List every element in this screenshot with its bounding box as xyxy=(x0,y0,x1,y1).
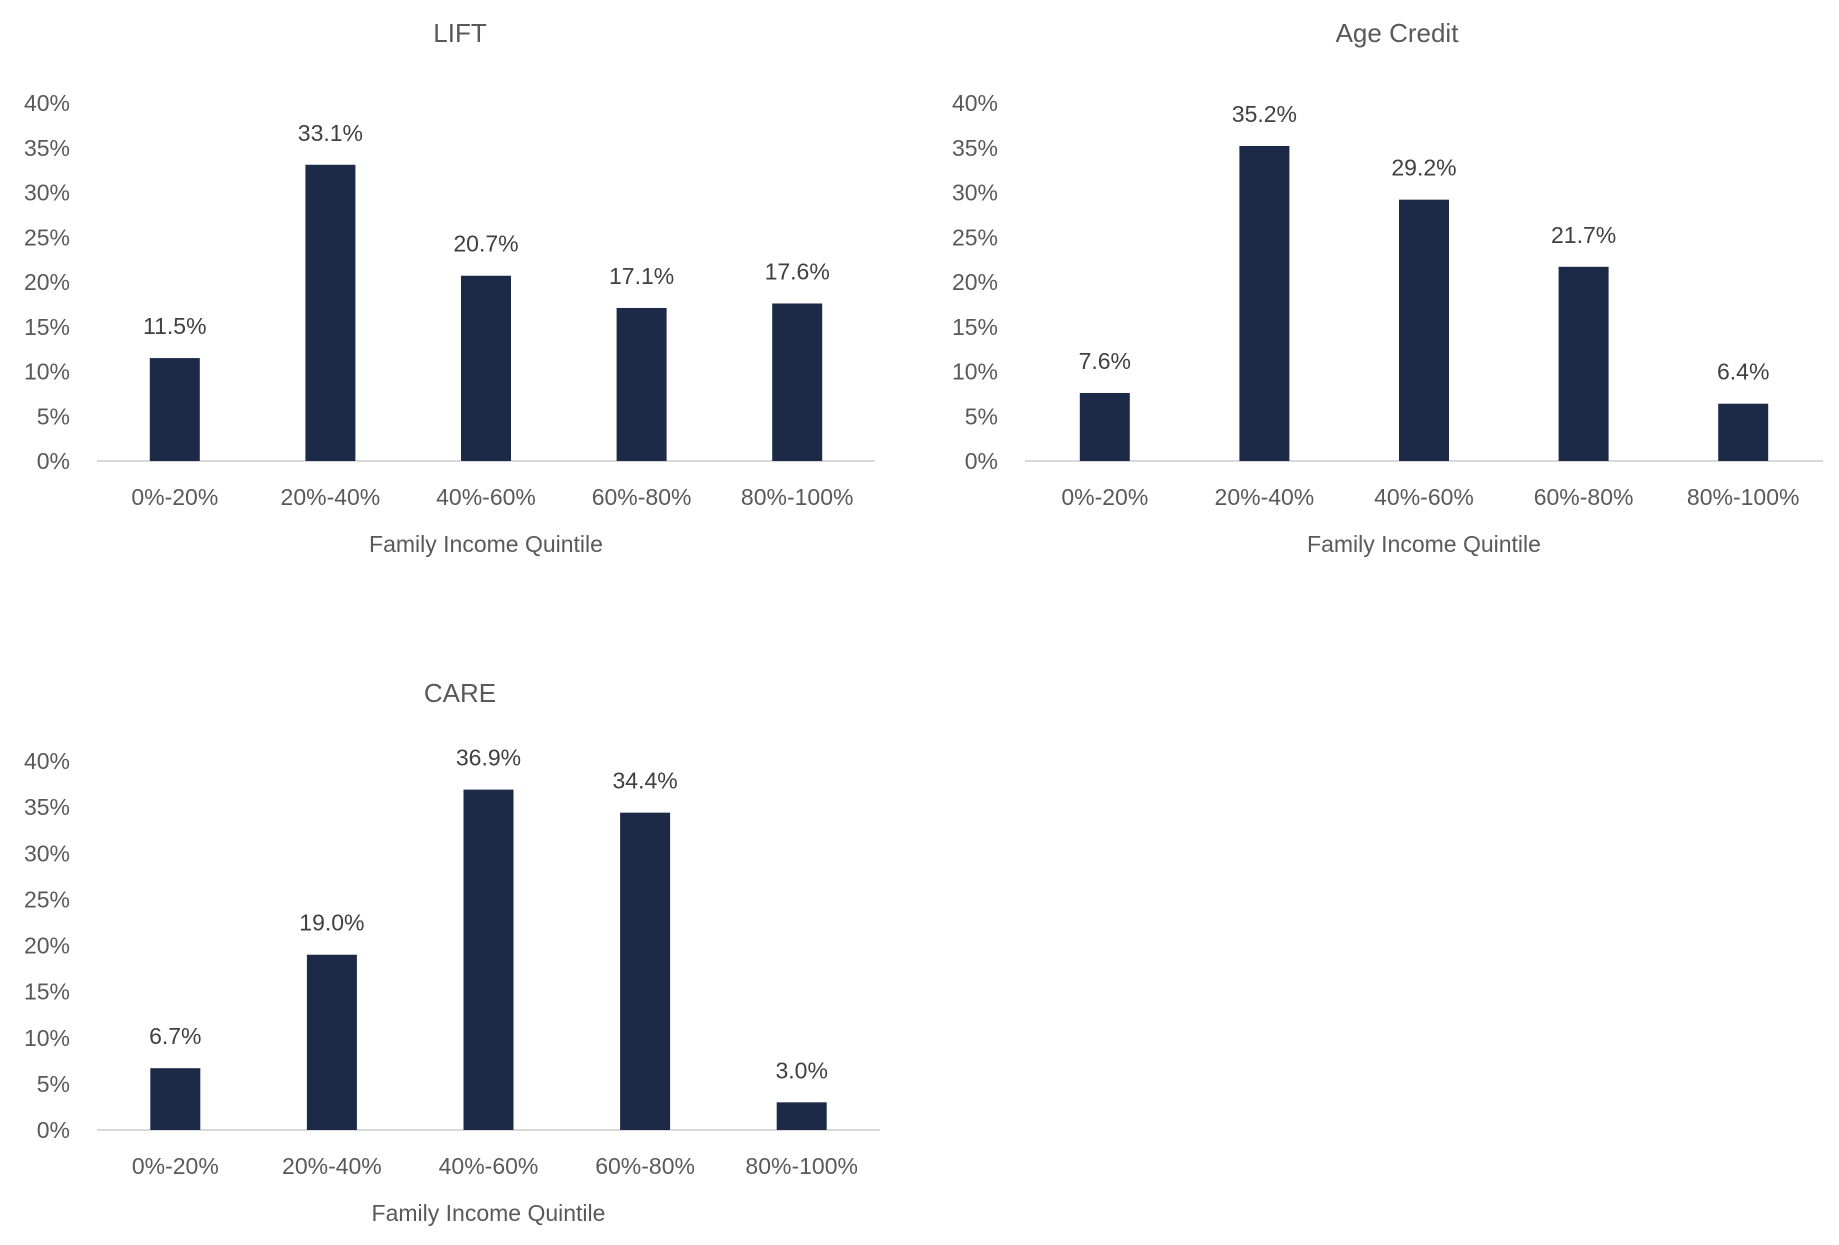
y-tick-label: 25% xyxy=(24,224,70,250)
y-tick-label: 15% xyxy=(24,314,70,340)
bar-0%-20% xyxy=(1079,392,1130,461)
x-tick-label: 60%-80% xyxy=(1534,484,1634,510)
bar-20%-40% xyxy=(306,954,357,1130)
chart-title: LIFT xyxy=(433,18,487,48)
bar-80%-100% xyxy=(776,1102,827,1130)
y-tick-label: 35% xyxy=(952,135,998,161)
x-axis-title: Family Income Quintile xyxy=(1307,531,1541,557)
chart-svg: LIFT 0% 5% 10% 15% 20% 25% 30% 35% 40% 11.5% 0%-20%… xyxy=(24,18,875,557)
y-tick-label: 35% xyxy=(24,794,70,820)
bar-60%-80% xyxy=(1558,266,1609,461)
y-tick-label: 40% xyxy=(952,90,998,116)
data-label: 34.4% xyxy=(612,768,677,794)
data-label: 19.0% xyxy=(299,910,364,936)
y-tick-label: 20% xyxy=(24,933,70,959)
y-tick-label: 10% xyxy=(24,359,70,385)
data-label: 6.4% xyxy=(1717,359,1769,385)
bar-80%-100% xyxy=(772,303,823,461)
data-label: 17.1% xyxy=(609,263,674,289)
bar-40%-60% xyxy=(461,275,511,461)
chart-title: CARE xyxy=(424,678,496,708)
y-tick-label: 20% xyxy=(952,269,998,295)
chart-title: Age Credit xyxy=(1336,18,1460,48)
x-tick-label: 20%-40% xyxy=(281,484,381,510)
y-tick-label: 0% xyxy=(37,1117,70,1143)
bar-60%-80% xyxy=(616,307,667,461)
x-tick-label: 0%-20% xyxy=(131,484,218,510)
data-label: 29.2% xyxy=(1391,155,1456,181)
y-tick-label: 0% xyxy=(965,448,998,474)
bar-80%-100% xyxy=(1718,403,1769,461)
x-tick-label: 20%-40% xyxy=(1215,484,1315,510)
x-tick-label: 80%-100% xyxy=(745,1153,858,1179)
y-tick-label: 5% xyxy=(965,403,998,429)
y-tick-label: 15% xyxy=(952,314,998,340)
bar-0%-20% xyxy=(150,1068,201,1130)
data-label: 17.6% xyxy=(765,258,830,284)
x-tick-label: 60%-80% xyxy=(595,1153,695,1179)
x-tick-label: 40%-60% xyxy=(436,484,536,510)
bar-20%-40% xyxy=(1239,145,1290,461)
x-tick-label: 80%-100% xyxy=(1687,484,1800,510)
y-tick-label: 10% xyxy=(24,1025,70,1051)
chart-care: CARE 0% 5% 10% 15% 20% 25% 30% 35% 40% 6.7% 0%-20% 1… xyxy=(0,640,920,1240)
data-label: 21.7% xyxy=(1551,222,1616,248)
x-tick-label: 40%-60% xyxy=(439,1153,539,1179)
x-tick-label: 0%-20% xyxy=(132,1153,219,1179)
chart-lift: LIFT 0% 5% 10% 15% 20% 25% 30% 35% 40% 11.5% 0%-20%… xyxy=(0,0,920,580)
data-label: 36.9% xyxy=(456,745,521,771)
data-label: 3.0% xyxy=(775,1057,827,1083)
x-tick-label: 0%-20% xyxy=(1061,484,1148,510)
x-tick-label: 20%-40% xyxy=(282,1153,382,1179)
data-label: 7.6% xyxy=(1079,348,1131,374)
y-tick-label: 35% xyxy=(24,135,70,161)
x-axis-title: Family Income Quintile xyxy=(369,531,603,557)
x-tick-label: 60%-80% xyxy=(592,484,692,510)
bar-60%-80% xyxy=(620,812,671,1130)
data-label: 6.7% xyxy=(149,1023,201,1049)
y-tick-label: 0% xyxy=(37,448,70,474)
y-tick-label: 30% xyxy=(24,840,70,866)
y-tick-label: 25% xyxy=(952,224,998,250)
bar-20%-40% xyxy=(305,164,356,461)
bar-40%-60% xyxy=(1399,199,1449,461)
chart-svg: Age Credit 0% 5% 10% 15% 20% 25% 30% 35% 40% 7.6% 0… xyxy=(952,18,1823,557)
data-label: 33.1% xyxy=(298,120,363,146)
x-axis-title: Family Income Quintile xyxy=(372,1200,606,1226)
y-tick-label: 15% xyxy=(24,979,70,1005)
data-label: 20.7% xyxy=(453,231,518,257)
y-tick-label: 20% xyxy=(24,269,70,295)
y-tick-label: 30% xyxy=(24,180,70,206)
y-tick-label: 10% xyxy=(952,359,998,385)
bar-40%-60% xyxy=(463,789,514,1130)
y-tick-label: 5% xyxy=(37,1071,70,1097)
data-label: 11.5% xyxy=(143,313,207,339)
data-label: 35.2% xyxy=(1232,101,1297,127)
y-tick-label: 25% xyxy=(24,886,70,912)
chart-svg: CARE 0% 5% 10% 15% 20% 25% 30% 35% 40% 6.7% 0%-20% 1… xyxy=(24,678,880,1226)
y-tick-label: 40% xyxy=(24,90,70,116)
chart-age-credit: Age Credit 0% 5% 10% 15% 20% 25% 30% 35% 40% 7.6% 0… xyxy=(920,0,1839,580)
y-tick-label: 5% xyxy=(37,403,70,429)
x-tick-label: 80%-100% xyxy=(741,484,854,510)
bar-0%-20% xyxy=(149,358,200,461)
y-tick-label: 40% xyxy=(24,748,70,774)
y-tick-label: 30% xyxy=(952,180,998,206)
x-tick-label: 40%-60% xyxy=(1374,484,1474,510)
